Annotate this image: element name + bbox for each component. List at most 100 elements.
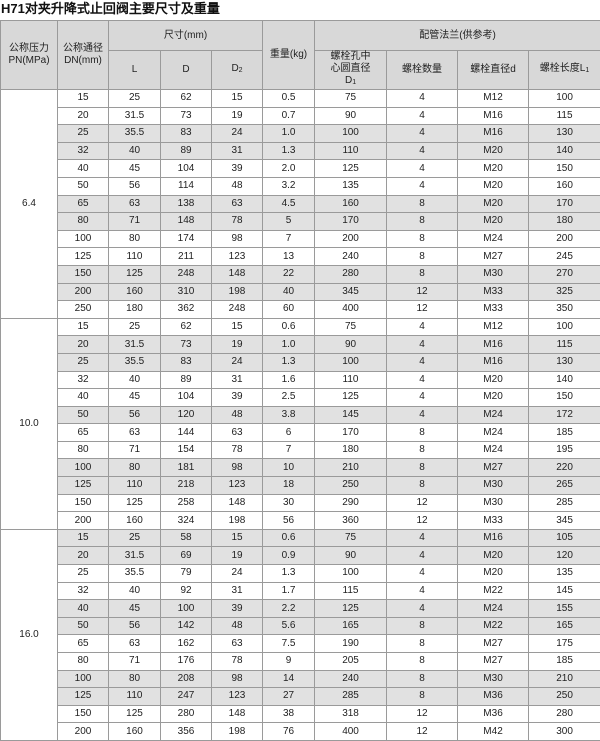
- table-cell: 318: [315, 705, 387, 723]
- table-cell: 56: [109, 177, 161, 195]
- table-cell: 285: [315, 688, 387, 706]
- table-cell: 8: [387, 441, 458, 459]
- table-cell: 20: [58, 547, 109, 565]
- table-cell: 110: [109, 477, 161, 495]
- table-cell: M33: [458, 301, 529, 319]
- pressure-cell: 6.4: [1, 90, 58, 319]
- table-cell: M16: [458, 107, 529, 125]
- table-cell: 105: [529, 529, 600, 547]
- table-cell: 104: [161, 389, 212, 407]
- table-cell: 4: [387, 142, 458, 160]
- table-cell: 4: [387, 582, 458, 600]
- table-cell: 150: [58, 265, 109, 283]
- table-cell: 145: [315, 406, 387, 424]
- table-cell: 62: [161, 90, 212, 108]
- table-cell: 100: [529, 318, 600, 336]
- table-cell: 162: [161, 635, 212, 653]
- table-cell: 8: [387, 213, 458, 231]
- table-cell: 100: [161, 600, 212, 618]
- table-cell: 8: [387, 248, 458, 266]
- table-cell: 4: [387, 336, 458, 354]
- table-cell: 345: [315, 283, 387, 301]
- table-cell: M30: [458, 494, 529, 512]
- table-cell: 110: [109, 688, 161, 706]
- table-cell: 73: [161, 336, 212, 354]
- table-cell: 4: [387, 406, 458, 424]
- table-cell: 245: [529, 248, 600, 266]
- table-cell: 1.3: [263, 142, 315, 160]
- table-cell: 4: [387, 90, 458, 108]
- table-cell: 4: [387, 389, 458, 407]
- table-cell: 4: [387, 371, 458, 389]
- table-cell: 248: [161, 265, 212, 283]
- table-cell: 154: [161, 441, 212, 459]
- header-bolt-dia: 螺栓直径d: [458, 51, 529, 90]
- table-cell: 31.5: [109, 547, 161, 565]
- table-cell: 135: [315, 177, 387, 195]
- table-cell: 270: [529, 265, 600, 283]
- table-cell: 155: [529, 600, 600, 618]
- table-cell: 13: [263, 248, 315, 266]
- table-cell: 4: [387, 565, 458, 583]
- table-cell: 80: [58, 653, 109, 671]
- table-cell: 4: [387, 600, 458, 618]
- table-cell: 6: [263, 424, 315, 442]
- table-cell: 200: [58, 512, 109, 530]
- table-cell: M33: [458, 283, 529, 301]
- table-cell: 142: [161, 617, 212, 635]
- table-cell: 58: [161, 529, 212, 547]
- table-cell: 205: [315, 653, 387, 671]
- table-cell: 75: [315, 529, 387, 547]
- table-cell: 115: [529, 107, 600, 125]
- table-cell: 12: [387, 283, 458, 301]
- table-cell: 104: [161, 160, 212, 178]
- table-cell: 75: [315, 90, 387, 108]
- table-cell: 2.0: [263, 160, 315, 178]
- table-cell: 110: [315, 371, 387, 389]
- table-cell: 25: [58, 353, 109, 371]
- table-cell: 63: [212, 635, 263, 653]
- table-cell: 80: [109, 670, 161, 688]
- table-cell: 38: [263, 705, 315, 723]
- table-cell: 45: [109, 160, 161, 178]
- table-cell: 89: [161, 142, 212, 160]
- valve-dimensions-table: 公称压力PN(MPa) 公称通径DN(mm) 尺寸(mm) 重量(kg) 配管法…: [0, 20, 600, 741]
- table-cell: 2.2: [263, 600, 315, 618]
- table-cell: 200: [58, 283, 109, 301]
- table-cell: 15: [58, 90, 109, 108]
- table-cell: 123: [212, 248, 263, 266]
- table-cell: 56: [109, 406, 161, 424]
- table-cell: M16: [458, 529, 529, 547]
- table-cell: 71: [109, 213, 161, 231]
- table-cell: 98: [212, 459, 263, 477]
- table-cell: 39: [212, 389, 263, 407]
- table-cell: 80: [109, 230, 161, 248]
- table-cell: 100: [315, 125, 387, 143]
- table-cell: M20: [458, 389, 529, 407]
- table-cell: 130: [529, 353, 600, 371]
- table-cell: 160: [109, 512, 161, 530]
- table-cell: 185: [529, 653, 600, 671]
- table-cell: 8: [387, 424, 458, 442]
- table-cell: 181: [161, 459, 212, 477]
- table-cell: 35.5: [109, 353, 161, 371]
- table-cell: 40: [263, 283, 315, 301]
- table-cell: 15: [212, 90, 263, 108]
- table-cell: 73: [161, 107, 212, 125]
- table-cell: 185: [529, 424, 600, 442]
- table-cell: 48: [212, 177, 263, 195]
- table-cell: 125: [315, 600, 387, 618]
- table-cell: 0.5: [263, 90, 315, 108]
- table-cell: 8: [387, 635, 458, 653]
- table-cell: 83: [161, 125, 212, 143]
- table-cell: 100: [315, 353, 387, 371]
